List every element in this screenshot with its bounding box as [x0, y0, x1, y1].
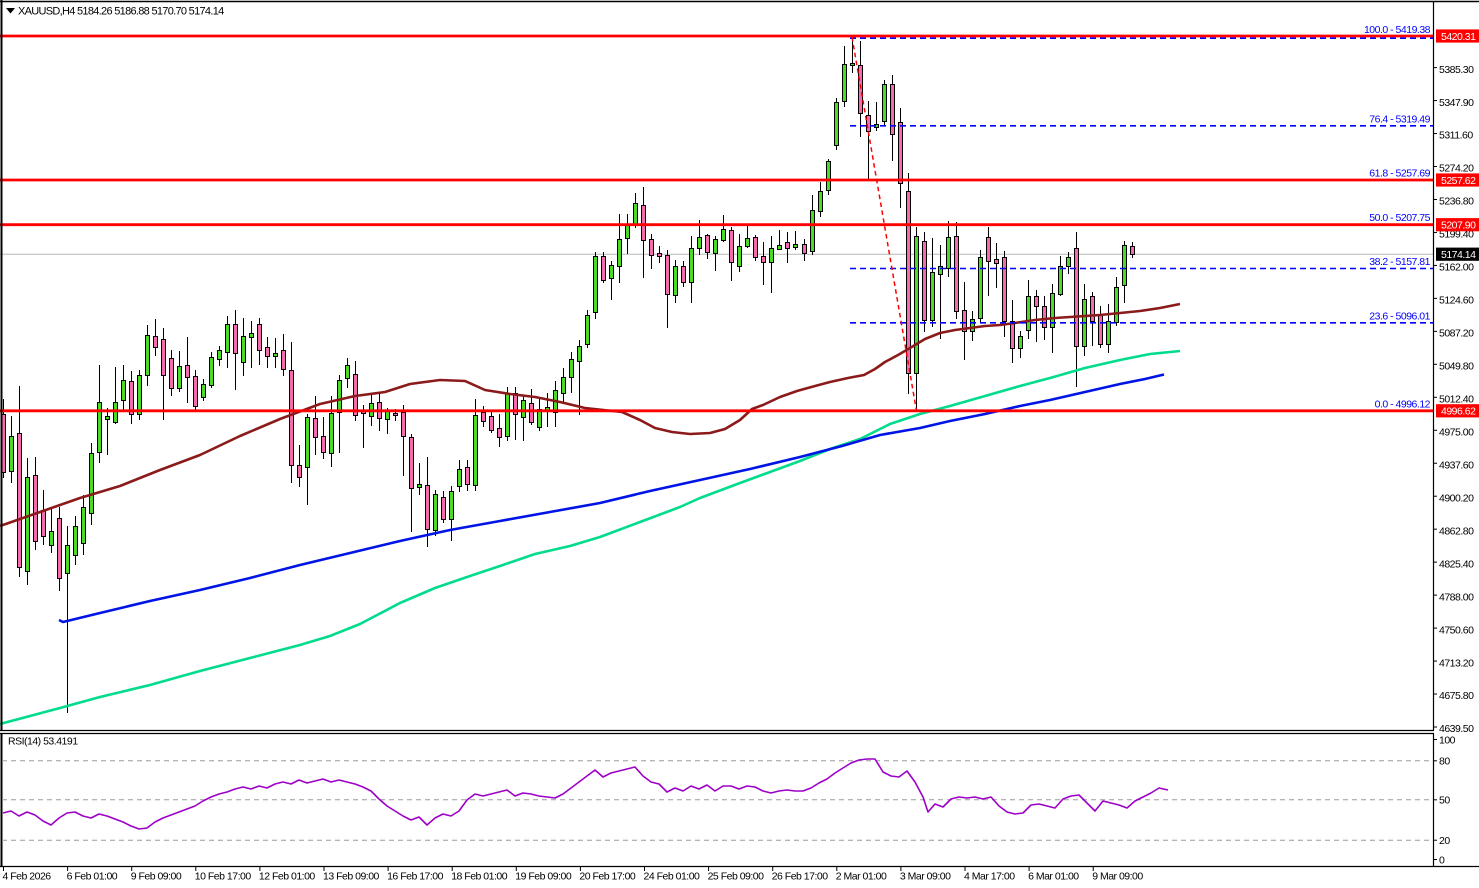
svg-text:16 Feb 17:00: 16 Feb 17:00: [387, 871, 444, 883]
svg-text:5199.40: 5199.40: [1439, 229, 1474, 241]
svg-text:4975.00: 4975.00: [1439, 426, 1474, 438]
svg-text:5236.80: 5236.80: [1439, 196, 1474, 208]
svg-text:5385.30: 5385.30: [1439, 64, 1474, 76]
svg-text:100.0 - 5419.38: 100.0 - 5419.38: [1364, 24, 1431, 36]
svg-text:4713.20: 4713.20: [1439, 657, 1474, 669]
svg-text:6 Mar 01:00: 6 Mar 01:00: [1028, 871, 1079, 883]
svg-text:5420.31: 5420.31: [1441, 31, 1476, 43]
svg-text:61.8 - 5257.69: 61.8 - 5257.69: [1369, 168, 1430, 180]
svg-text:5049.80: 5049.80: [1439, 361, 1474, 373]
svg-text:100: 100: [1439, 734, 1456, 746]
svg-text:5207.90: 5207.90: [1441, 220, 1476, 232]
svg-text:20: 20: [1439, 835, 1450, 847]
svg-text:9 Feb 09:00: 9 Feb 09:00: [131, 871, 182, 883]
svg-text:2 Mar 01:00: 2 Mar 01:00: [836, 871, 887, 883]
svg-text:0: 0: [1439, 854, 1445, 866]
svg-text:76.4 - 5319.49: 76.4 - 5319.49: [1369, 113, 1430, 125]
svg-text:10 Feb 17:00: 10 Feb 17:00: [195, 871, 252, 883]
svg-text:5012.40: 5012.40: [1439, 394, 1474, 406]
svg-text:20 Feb 17:00: 20 Feb 17:00: [579, 871, 636, 883]
svg-text:5274.20: 5274.20: [1439, 163, 1474, 175]
svg-text:5174.14: 5174.14: [1441, 249, 1476, 261]
svg-text:0.0 - 4996.12: 0.0 - 4996.12: [1375, 399, 1431, 411]
svg-text:19 Feb 09:00: 19 Feb 09:00: [515, 871, 572, 883]
svg-text:23.6 - 5096.01: 23.6 - 5096.01: [1369, 310, 1430, 322]
svg-text:5087.20: 5087.20: [1439, 328, 1474, 340]
svg-text:4788.00: 4788.00: [1439, 591, 1474, 603]
svg-text:5124.60: 5124.60: [1439, 295, 1474, 307]
svg-text:80: 80: [1439, 756, 1450, 768]
svg-text:50.0 - 5207.75: 50.0 - 5207.75: [1369, 212, 1430, 224]
svg-text:4862.80: 4862.80: [1439, 525, 1474, 537]
svg-text:38.2 - 5157.81: 38.2 - 5157.81: [1369, 256, 1430, 268]
svg-text:5347.90: 5347.90: [1439, 97, 1474, 109]
svg-text:6 Feb 01:00: 6 Feb 01:00: [67, 871, 118, 883]
svg-text:4996.62: 4996.62: [1441, 406, 1476, 418]
svg-text:26 Feb 17:00: 26 Feb 17:00: [772, 871, 829, 883]
svg-text:RSI(14) 53.4191: RSI(14) 53.4191: [8, 736, 78, 748]
svg-text:4900.20: 4900.20: [1439, 492, 1474, 504]
svg-text:4 Feb 2026: 4 Feb 2026: [3, 871, 52, 883]
svg-text:XAUUSD,H4 5184.26 5186.88 517: XAUUSD,H4 5184.26 5186.88 5170.70 5174.1…: [18, 6, 224, 18]
svg-text:9 Mar 09:00: 9 Mar 09:00: [1092, 871, 1143, 883]
svg-text:50: 50: [1439, 795, 1450, 807]
svg-text:25 Feb 09:00: 25 Feb 09:00: [708, 871, 765, 883]
svg-text:4937.60: 4937.60: [1439, 459, 1474, 471]
svg-text:24 Feb 01:00: 24 Feb 01:00: [644, 871, 701, 883]
svg-text:4675.80: 4675.80: [1439, 690, 1474, 702]
svg-text:3 Mar 09:00: 3 Mar 09:00: [900, 871, 951, 883]
svg-text:12 Feb 01:00: 12 Feb 01:00: [259, 871, 316, 883]
svg-text:5311.60: 5311.60: [1439, 130, 1473, 142]
svg-text:5162.00: 5162.00: [1439, 262, 1474, 274]
svg-text:5257.62: 5257.62: [1441, 175, 1476, 187]
svg-text:4825.40: 4825.40: [1439, 558, 1474, 570]
svg-text:4 Mar 17:00: 4 Mar 17:00: [964, 871, 1015, 883]
svg-text:18 Feb 01:00: 18 Feb 01:00: [451, 871, 508, 883]
svg-text:4750.60: 4750.60: [1439, 624, 1474, 636]
svg-text:13 Feb 09:00: 13 Feb 09:00: [323, 871, 380, 883]
svg-text:4639.50: 4639.50: [1439, 723, 1474, 735]
